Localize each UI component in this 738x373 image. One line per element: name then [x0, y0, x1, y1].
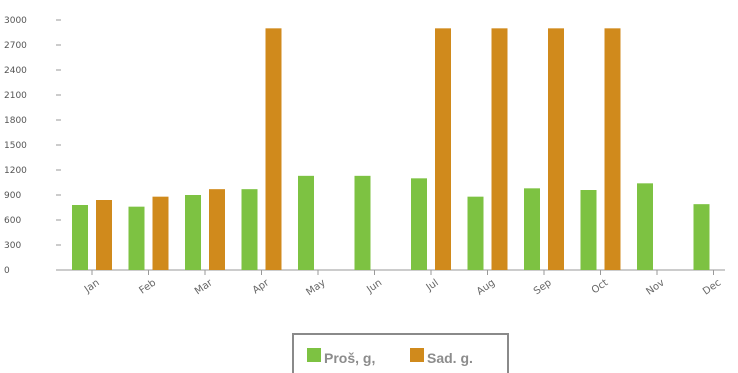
bar-series-1-jun	[354, 175, 371, 270]
bar-series-1-dec	[693, 204, 710, 270]
y-tick-label: 0	[4, 266, 10, 276]
y-tick-label: 1800	[4, 116, 27, 126]
x-axis-ticks: Jan Feb Mar Apr May Jun Jul Aug Sep Oct Nov Dec	[82, 270, 723, 298]
x-tick-label-aug: Aug	[475, 277, 497, 297]
legend-swatch-series-2	[410, 348, 424, 362]
legend-label-series-1: Proš, g,	[324, 350, 376, 366]
bar-series-1-mar	[185, 195, 201, 270]
x-tick-label-sep: Sep	[532, 277, 554, 297]
bar-series-1-may	[298, 175, 314, 270]
bar-series-2-jul	[435, 28, 451, 271]
y-axis-ticks: 0 300 600 900 1200 1500 1800 2100 2400 2700 3000	[4, 16, 61, 276]
x-tick-label-jun: Jun	[364, 277, 384, 296]
bars	[72, 28, 710, 271]
y-tick-label: 3000	[4, 16, 27, 26]
bar-series-1-feb	[128, 206, 145, 270]
x-tick-label-nov: Nov	[644, 277, 666, 297]
bar-series-2-feb	[152, 196, 169, 270]
y-tick-label: 1200	[4, 166, 27, 176]
y-tick-label: 2400	[4, 66, 27, 76]
y-tick-label: 2700	[4, 41, 27, 51]
y-tick-label: 600	[4, 216, 21, 226]
bar-series-1-sep	[524, 188, 540, 270]
x-tick-label-may: May	[304, 277, 327, 298]
bar-series-2-aug	[491, 28, 508, 271]
bar-series-2-mar	[209, 189, 225, 270]
x-tick-label-mar: Mar	[193, 277, 215, 297]
bar-series-2-apr	[265, 28, 282, 271]
legend-item-series-2[interactable]: Sad. g.	[410, 345, 473, 366]
x-tick-label-oct: Oct	[590, 277, 611, 296]
bar-series-2-sep	[548, 28, 564, 271]
bar-series-1-nov	[637, 183, 653, 270]
bar-series-1-oct	[580, 190, 597, 270]
x-tick-label-feb: Feb	[137, 277, 158, 296]
y-tick-label: 900	[4, 191, 21, 201]
bar-series-1-jan	[72, 205, 88, 270]
x-tick-label-dec: Dec	[701, 277, 723, 297]
y-tick-label: 300	[4, 241, 21, 251]
bar-series-1-apr	[241, 189, 258, 270]
x-tick-label-jul: Jul	[424, 277, 441, 294]
bar-series-1-aug	[467, 196, 484, 270]
y-tick-label: 1500	[4, 141, 27, 151]
legend: Proš, g, Sad. g.	[292, 333, 509, 373]
bar-series-1-jul	[411, 178, 427, 270]
bar-series-2-oct	[604, 28, 621, 271]
y-tick-label: 2100	[4, 91, 27, 101]
x-tick-label-jan: Jan	[82, 277, 102, 295]
legend-label-series-2: Sad. g.	[427, 350, 473, 366]
bar-series-2-jan	[96, 200, 112, 270]
legend-swatch-series-1	[307, 348, 321, 362]
legend-item-series-1[interactable]: Proš, g,	[307, 345, 376, 366]
x-tick-label-apr: Apr	[251, 277, 272, 296]
